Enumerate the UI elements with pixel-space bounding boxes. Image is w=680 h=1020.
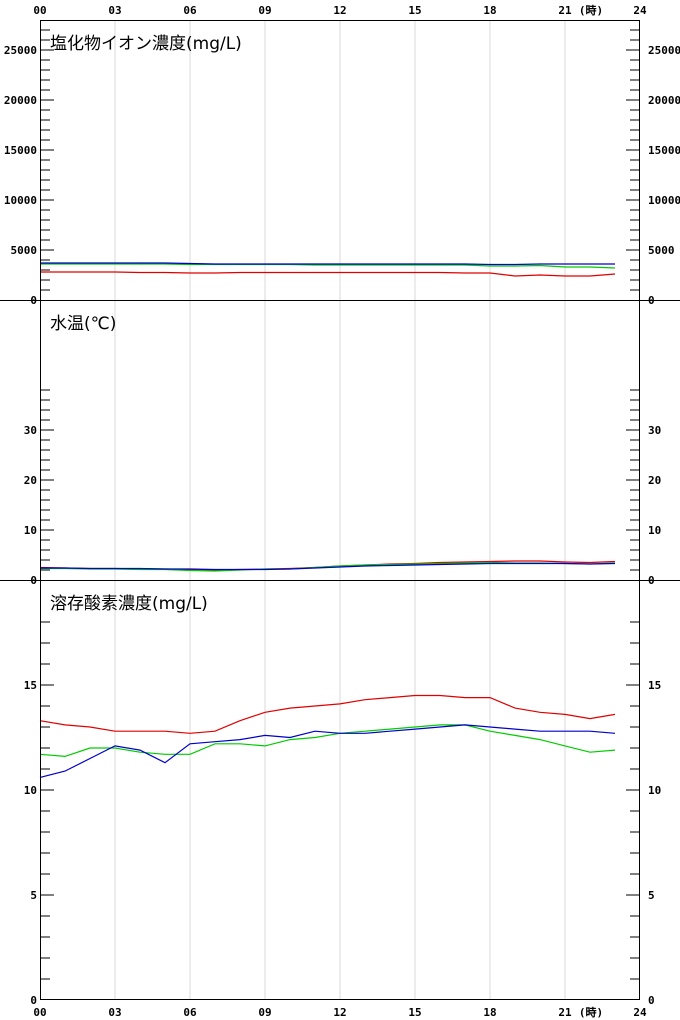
panel-title: 水温(℃) [50, 314, 116, 334]
x-unit-label-bottom: (時) [579, 1005, 603, 1019]
y-tick-label-left: 5000 [11, 244, 38, 257]
x-tick-label-bottom: 12 [333, 1006, 346, 1019]
series-line-0-1 [40, 263, 616, 269]
series-line-2-1 [39, 724, 616, 758]
y-tick-label-right: 15000 [648, 144, 680, 157]
y-tick-label-right: 10000 [648, 194, 680, 207]
y-tick-label-left: 20000 [4, 94, 37, 107]
x-tick-label-bottom: 03 [108, 1006, 121, 1019]
plot-frame [40, 20, 640, 1000]
y-tick-label-left: 15 [24, 679, 37, 692]
series-line-0-0 [40, 271, 616, 277]
y-tick-label-left: 10 [24, 784, 37, 797]
y-tick-label-left: 0 [30, 994, 37, 1007]
y-tick-label-right: 10 [648, 524, 661, 537]
y-tick-label-right: 15 [648, 679, 661, 692]
y-tick-label-left: 25000 [4, 44, 37, 57]
panel-title: 塩化物イオン濃度(mg/L) [50, 34, 242, 54]
y-tick-label-right: 20000 [648, 94, 680, 107]
x-tick-label-top: 00 [33, 4, 46, 17]
x-tick-label-bottom: 06 [183, 1006, 197, 1019]
y-tick-label-left: 10000 [4, 194, 37, 207]
x-tick-label-top: 03 [108, 4, 121, 17]
x-tick-label-top: 15 [408, 4, 421, 17]
y-tick-label-left: 20 [24, 474, 37, 487]
y-tick-label-right: 25000 [648, 44, 680, 57]
x-unit-label-top: (時) [579, 3, 603, 17]
x-tick-label-bottom: 24 [633, 1006, 647, 1019]
y-tick-label-left: 15000 [4, 144, 37, 157]
y-tick-label-right: 20 [648, 474, 661, 487]
y-tick-label-left: 10 [24, 524, 37, 537]
x-tick-label-top: 21 [558, 4, 572, 17]
y-tick-label-right: 5000 [648, 244, 675, 257]
y-tick-label-right: 5 [648, 889, 655, 902]
y-tick-label-left: 5 [30, 889, 37, 902]
x-tick-label-bottom: 15 [408, 1006, 421, 1019]
x-tick-label-top: 18 [483, 4, 496, 17]
x-tick-label-top: 24 [633, 4, 647, 17]
x-tick-label-bottom: 00 [33, 1006, 46, 1019]
x-tick-label-bottom: 18 [483, 1006, 496, 1019]
y-tick-label-right: 30 [648, 424, 661, 437]
x-tick-label-top: 09 [258, 4, 271, 17]
y-tick-label-right: 0 [648, 994, 655, 1007]
y-tick-label-left: 30 [24, 424, 37, 437]
series-line-2-2 [39, 724, 616, 778]
series-line-1-2 [40, 562, 616, 571]
y-tick-label-right: 10 [648, 784, 661, 797]
panel-title: 溶存酸素濃度(mg/L) [50, 594, 208, 614]
x-tick-label-bottom: 21 [558, 1006, 572, 1019]
x-tick-label-bottom: 09 [258, 1006, 271, 1019]
series-line-2-0 [39, 694, 616, 734]
x-tick-label-top: 12 [333, 4, 346, 17]
x-tick-label-top: 06 [183, 4, 197, 17]
series-line-0-2 [40, 262, 615, 266]
